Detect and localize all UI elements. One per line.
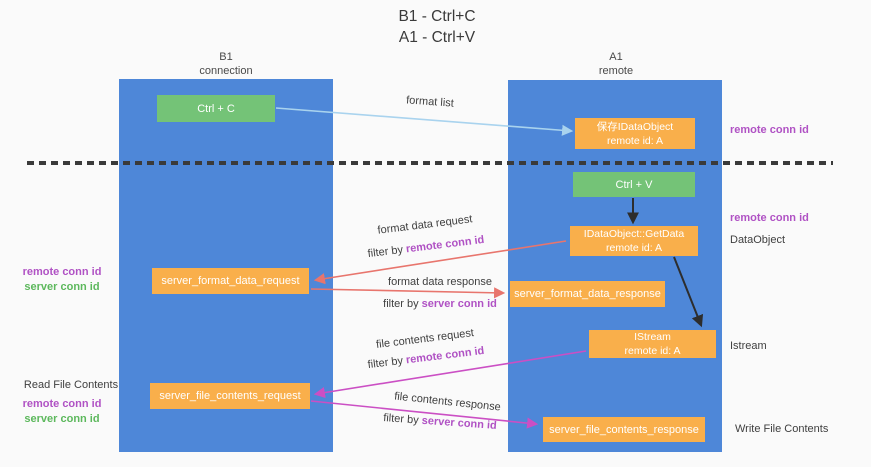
column-a1-name: A1 [609,51,623,63]
istream-box: IStream remote id: A [589,330,716,358]
column-a1-subtitle: remote [598,65,634,77]
filter-by-text: filter by [383,298,422,310]
getdata-box: IDataObject::GetData remote id: A [570,226,698,256]
filter-by-text: filter by [367,354,407,372]
server-conn-id-key: server conn id [421,414,498,432]
server-conn-id-note: server conn id [24,413,100,425]
server-format-data-request-box: server_format_data_request [152,268,309,294]
remote-conn-id-note-mid: remote conn id [730,212,809,224]
copy-paste-separator-line [27,161,833,165]
diagram-title: B1 - Ctrl+C A1 - Ctrl+V [287,6,587,48]
remote-conn-id-key: remote conn id [405,344,485,367]
dataobject-note: DataObject [730,234,786,246]
title-line-1: B1 - Ctrl+C [398,8,476,25]
file-contents-response-filter: filter by server conn id [375,411,506,432]
filter-by-text: filter by [367,243,407,261]
ctrl-v-label: Ctrl + V [615,178,653,191]
server-conn-id-note: server conn id [24,281,100,293]
left-conn-id-note-bottom: remote conn id server conn id [10,397,114,427]
title-line-2: A1 - Ctrl+V [398,29,476,46]
format-data-response-filter: filter by server conn id [370,298,510,310]
server-file-contents-response-box: server_file_contents_response [543,417,705,442]
ctrl-v-box: Ctrl + V [573,172,695,197]
save-dataobject-line2: remote id: A [606,134,664,147]
server-file-contents-request-label: server_file_contents_request [159,390,301,402]
column-b1-subtitle: connection [199,65,253,77]
remote-conn-id-note-top: remote conn id [730,124,809,136]
server-conn-id-key: server conn id [421,298,497,310]
file-contents-response-label: file contents response [393,390,502,414]
server-format-data-response-box: server_format_data_response [510,281,665,307]
left-conn-id-note-top: remote conn id server conn id [10,265,114,295]
istream-line2: remote id: A [624,345,681,357]
server-format-data-request-label: server_format_data_request [161,275,300,287]
remote-conn-id-note: remote conn id [22,266,102,278]
save-dataobject-line1: 保存IDataObject [596,120,674,133]
read-file-contents-note: Read File Contents [23,379,119,391]
column-b1-name: B1 [219,51,233,63]
ctrl-c-box: Ctrl + C [157,95,275,122]
column-header-b1: B1 connection [160,50,292,78]
remote-conn-id-note: remote conn id [22,398,102,410]
istream-note: Istream [730,340,767,352]
server-file-contents-response-label: server_file_contents_response [549,423,699,436]
filter-by-text: filter by [382,412,423,427]
remote-conn-id-key: remote conn id [405,233,485,256]
ctrl-c-label: Ctrl + C [197,102,235,115]
server-format-data-response-label: server_format_data_response [514,288,661,300]
column-header-a1: A1 remote [550,50,682,78]
write-file-contents-note: Write File Contents [735,423,829,435]
save-dataobject-box: 保存IDataObject remote id: A [575,118,695,149]
format-list-label: format list [405,94,455,110]
istream-line1: IStream [634,331,671,343]
server-file-contents-request-box: server_file_contents_request [150,383,310,409]
getdata-line2: remote id: A [605,242,663,254]
format-data-response-label: format data response [388,276,492,288]
arrow-format-data-response [310,287,506,299]
getdata-line1: IDataObject::GetData [583,228,685,240]
